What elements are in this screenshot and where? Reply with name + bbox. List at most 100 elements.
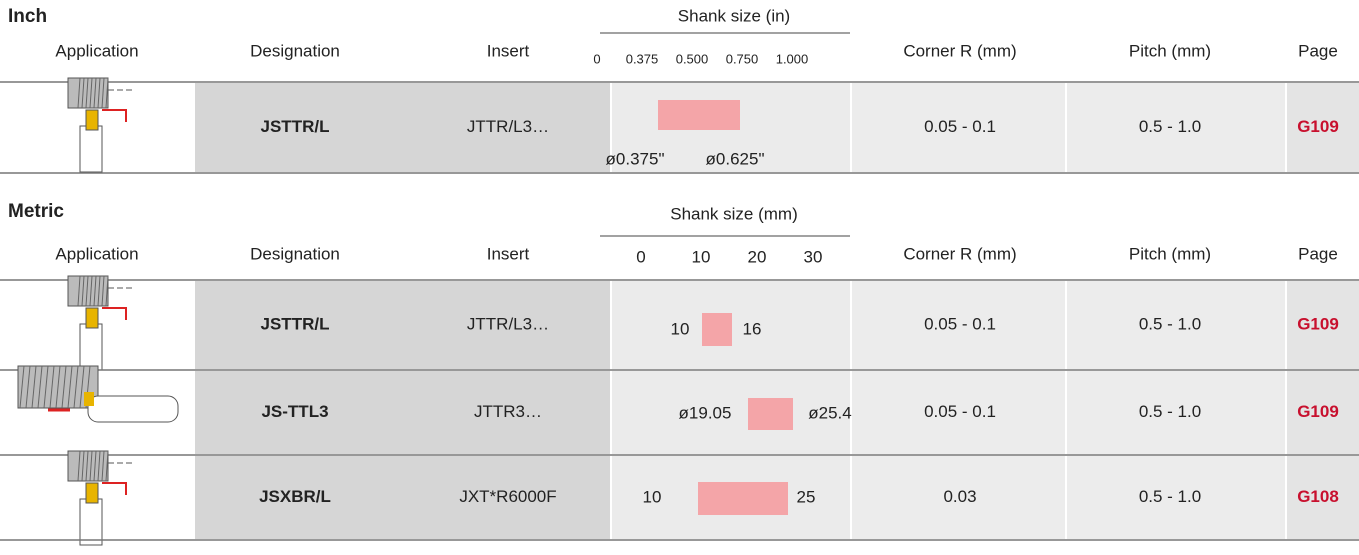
thread	[85, 77, 89, 109]
thread	[73, 365, 79, 409]
cell-bg	[1287, 371, 1359, 454]
application-icon	[67, 275, 133, 371]
shank-range-bar	[748, 398, 793, 430]
corner-r: 0.05 - 0.1	[924, 314, 996, 333]
shank-max: 16	[743, 319, 762, 338]
cell-bg	[852, 83, 1065, 172]
designation: JS-TTL3	[261, 402, 328, 421]
page-link[interactable]: G108	[1297, 487, 1339, 506]
pitch: 0.5 - 1.0	[1139, 117, 1201, 136]
thread	[105, 77, 109, 109]
shank-min: 10	[643, 487, 662, 506]
cell-bg	[195, 456, 610, 539]
designation: JSXBR/L	[259, 487, 331, 506]
cell-bg	[1067, 281, 1285, 369]
application-icon	[67, 77, 133, 173]
thread	[89, 450, 93, 482]
column-header: Designation	[250, 244, 340, 263]
arrow	[102, 109, 127, 122]
column-header: Page	[1298, 41, 1338, 60]
shank-range-bar	[658, 100, 740, 130]
cell-bg	[195, 83, 610, 172]
thread	[101, 450, 105, 482]
thread	[97, 275, 101, 307]
thread	[81, 275, 85, 307]
shank-tick: 30	[804, 247, 823, 266]
cell-bg	[1067, 83, 1285, 172]
designation: JSTTR/L	[261, 314, 330, 333]
shank-max: 25	[797, 487, 816, 506]
insert-tip	[85, 307, 99, 329]
shank-max: ø25.4	[808, 403, 851, 422]
column-header: Insert	[487, 244, 530, 263]
thread	[77, 450, 81, 482]
thread	[77, 275, 81, 307]
thread	[97, 77, 101, 109]
page-link[interactable]: G109	[1297, 314, 1339, 333]
page-link[interactable]: G109	[1297, 117, 1339, 136]
thread	[79, 365, 85, 409]
designation: JSTTR/L	[261, 117, 330, 136]
pitch: 0.5 - 1.0	[1139, 487, 1201, 506]
shank-tick: 10	[692, 247, 711, 266]
cell-bg	[1287, 281, 1359, 369]
column-header: Application	[55, 41, 138, 60]
page-link[interactable]: G109	[1297, 402, 1339, 421]
column-header: Application	[55, 244, 138, 263]
column-header: Insert	[487, 41, 530, 60]
thread	[101, 77, 105, 109]
insert: JTTR3…	[474, 402, 542, 421]
section-title: Metric	[8, 201, 64, 222]
corner-r: 0.05 - 0.1	[924, 117, 996, 136]
thread	[105, 275, 109, 307]
shank-header: Shank size (in)	[678, 6, 790, 25]
pitch: 0.5 - 1.0	[1139, 402, 1201, 421]
thread	[31, 365, 37, 409]
column-header: Page	[1298, 244, 1338, 263]
insert: JTTR/L3…	[467, 117, 549, 136]
cell-bg	[612, 371, 850, 454]
shank-range-bar	[698, 482, 788, 515]
cell-bg	[852, 371, 1065, 454]
application-icon	[17, 365, 179, 423]
shank-min: ø0.375"	[606, 149, 665, 168]
shank-tick: 1.000	[776, 51, 809, 66]
shank-tick: 20	[748, 247, 767, 266]
thread	[101, 275, 105, 307]
column-header: Pitch (mm)	[1129, 41, 1211, 60]
thread	[105, 450, 109, 482]
corner-r: 0.05 - 0.1	[924, 402, 996, 421]
shank-min: ø19.05	[679, 403, 732, 422]
thread	[93, 450, 97, 482]
shank-tick: 0.375	[626, 51, 659, 66]
shank-header: Shank size (mm)	[670, 204, 798, 223]
holder	[79, 323, 103, 371]
thread	[19, 365, 25, 409]
column-header: Corner R (mm)	[903, 41, 1016, 60]
shank-min: 10	[671, 319, 690, 338]
thread	[67, 365, 73, 409]
arrow	[102, 482, 127, 495]
column-header: Pitch (mm)	[1129, 244, 1211, 263]
corner-r: 0.03	[943, 487, 976, 506]
thread	[93, 77, 97, 109]
cell-bg	[852, 456, 1065, 539]
insert: JXT*R6000F	[459, 487, 556, 506]
thread	[81, 77, 85, 109]
column-header: Designation	[250, 41, 340, 60]
thread	[61, 365, 67, 409]
cell-bg	[1287, 83, 1359, 172]
arrow	[102, 307, 127, 320]
insert-tip	[84, 392, 94, 406]
holder	[79, 498, 103, 546]
shank-tick: 0	[593, 51, 600, 66]
thread	[93, 275, 97, 307]
cell-bg	[852, 281, 1065, 369]
cell-bg	[1067, 371, 1285, 454]
thread	[49, 365, 55, 409]
thread	[89, 275, 93, 307]
section-title: Inch	[8, 6, 47, 27]
insert-tip	[85, 482, 99, 504]
thread	[37, 365, 43, 409]
